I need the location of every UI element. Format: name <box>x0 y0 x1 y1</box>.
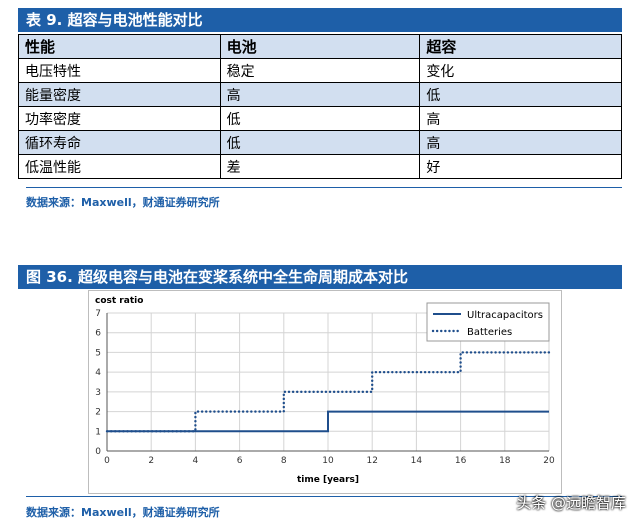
figure-title: 图 36. 超级电容与电池在变桨系统中全生命周期成本对比 <box>18 265 622 289</box>
table-cell: 循环寿命 <box>18 130 221 155</box>
y-axis-title: cost ratio <box>95 296 143 306</box>
series-line-batteries <box>105 351 551 433</box>
table-header-row: 性能 电池 超容 <box>18 34 622 59</box>
y-tick-label: 6 <box>95 329 101 339</box>
y-tick-label: 1 <box>95 427 101 437</box>
x-tick-label: 20 <box>543 456 555 466</box>
y-tick-label: 4 <box>95 368 101 378</box>
x-tick-label: 2 <box>148 456 154 466</box>
legend-label: Ultracapacitors <box>467 310 543 321</box>
x-tick-label: 10 <box>322 456 334 466</box>
table-row: 功率密度 低 高 <box>18 106 622 131</box>
cost-ratio-chart: 0 2 4 6 8 10 12 14 16 18 20 0 1 2 3 4 5 6 7 cost ratio time … <box>88 290 562 494</box>
x-tick-label: 4 <box>193 456 199 466</box>
table-cell: 电压特性 <box>18 58 221 83</box>
table-cell: 低 <box>219 106 421 131</box>
figure-source-note: 数据来源：Maxwell，财通证券研究所 <box>26 506 220 519</box>
table-cell: 差 <box>219 154 421 179</box>
header-cell-property: 性能 <box>18 34 221 59</box>
table-row: 循环寿命 低 高 <box>18 130 622 155</box>
table-cell: 变化 <box>419 58 622 83</box>
table-cell: 稳定 <box>219 58 421 83</box>
header-cell-supercap: 超容 <box>419 34 622 59</box>
header-cell-battery: 电池 <box>219 34 421 59</box>
y-tick-label: 2 <box>95 408 101 418</box>
legend-box <box>426 302 550 342</box>
table-source-note: 数据来源：Maxwell，财通证券研究所 <box>26 196 220 209</box>
x-tick-label: 6 <box>237 456 243 466</box>
x-tick-label: 16 <box>455 456 467 466</box>
table-cell: 低 <box>419 82 622 107</box>
divider <box>26 187 622 188</box>
table-row: 电压特性 稳定 变化 <box>18 58 622 83</box>
series-line-ultracapacitors <box>107 410 549 433</box>
table-cell: 低 <box>219 130 421 155</box>
table-row: 低温性能 差 好 <box>18 154 622 179</box>
table-cell: 高 <box>419 130 622 155</box>
divider <box>26 496 622 497</box>
legend-label: Batteries <box>467 327 512 338</box>
y-tick-label: 5 <box>95 348 101 358</box>
comparison-table: 性能 电池 超容 电压特性 稳定 变化 能量密度 高 低 功率密度 低 高 循环… <box>18 34 622 179</box>
table-cell: 能量密度 <box>18 82 221 107</box>
table-cell: 功率密度 <box>18 106 221 131</box>
table-cell: 高 <box>419 106 622 131</box>
table-title: 表 9. 超容与电池性能对比 <box>18 8 622 32</box>
x-tick-label: 14 <box>411 456 423 466</box>
x-tick-label: 18 <box>499 456 511 466</box>
x-tick-label: 12 <box>366 456 377 466</box>
y-tick-label: 3 <box>95 388 101 398</box>
table-cell: 好 <box>419 154 622 179</box>
x-tick-label: 8 <box>281 456 287 466</box>
watermark: 头条 @远瞻智库 <box>516 494 626 512</box>
y-tick-label: 0 <box>95 447 101 457</box>
x-tick-label: 0 <box>104 456 110 466</box>
x-axis-title: time [years] <box>297 475 359 485</box>
table-row: 能量密度 高 低 <box>18 82 622 107</box>
table-cell: 低温性能 <box>18 154 221 179</box>
y-tick-label: 7 <box>95 309 101 319</box>
table-cell: 高 <box>219 82 421 107</box>
